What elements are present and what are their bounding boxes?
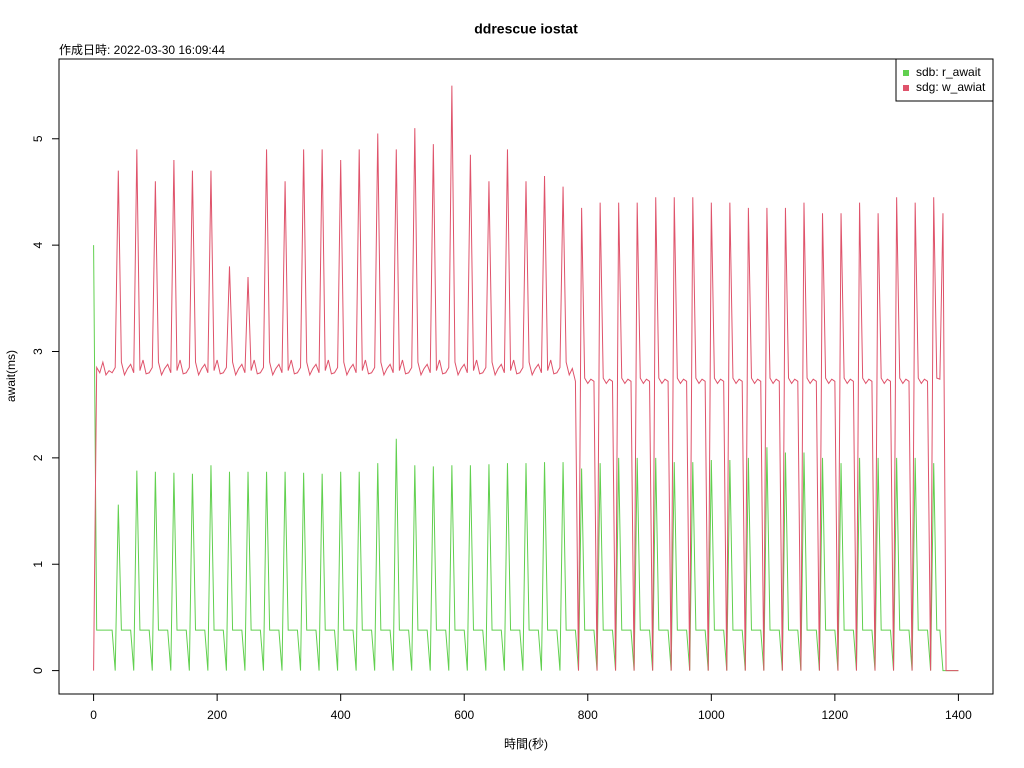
x-tick-label: 0 [90, 708, 97, 722]
legend-swatch [903, 70, 909, 76]
series-line [93, 245, 959, 672]
series-line [93, 85, 959, 672]
chart-title: ddrescue iostat [474, 21, 578, 37]
x-tick-label: 1200 [822, 708, 849, 722]
y-tick-label: 3 [31, 348, 45, 355]
x-tick-label: 600 [454, 708, 474, 722]
legend-label: sdg: w_awiat [916, 80, 986, 94]
legend-box [895, 58, 994, 102]
y-tick-label: 0 [31, 667, 45, 674]
x-tick-label: 400 [331, 708, 351, 722]
y-tick-label: 4 [31, 241, 45, 248]
subtitle: 作成日時: 2022-03-30 16:09:44 [59, 43, 225, 57]
y-tick-label: 5 [31, 135, 45, 142]
plot-box [58, 58, 994, 695]
y-axis-label: await(ms) [4, 350, 18, 402]
x-axis-label: 時間(秒) [504, 737, 548, 751]
x-tick-label: 800 [578, 708, 598, 722]
y-tick-label: 1 [31, 561, 45, 568]
x-tick-label: 200 [207, 708, 227, 722]
legend-label: sdb: r_await [916, 65, 981, 79]
x-tick-label: 1400 [945, 708, 972, 722]
legend-swatch [903, 85, 909, 91]
x-tick-label: 1000 [698, 708, 725, 722]
y-tick-label: 2 [31, 454, 45, 461]
